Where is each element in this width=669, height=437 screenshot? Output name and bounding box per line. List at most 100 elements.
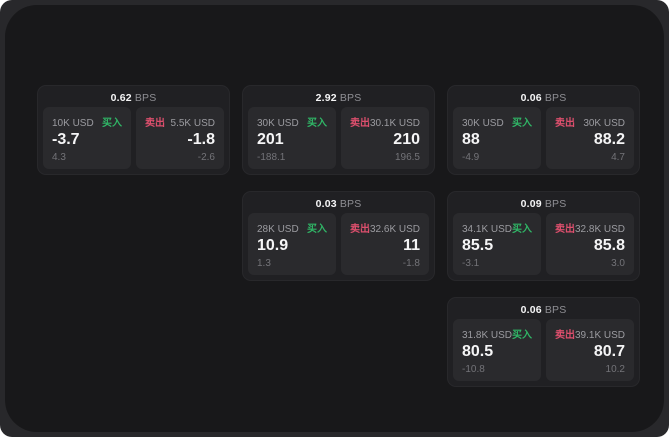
quote-card[interactable]: 0.06 BPS 30K USD 买入 88 -4.9 卖出 30K USD 88… bbox=[447, 85, 640, 175]
buy-panel[interactable]: 31.8K USD 买入 80.5 -10.8 bbox=[453, 319, 541, 381]
buy-sub-value: -188.1 bbox=[257, 151, 286, 163]
sell-price: 210 bbox=[393, 131, 420, 149]
buy-panel[interactable]: 10K USD 买入 -3.7 4.3 bbox=[43, 107, 131, 169]
buy-side-label: 买入 bbox=[307, 118, 327, 129]
sell-panel[interactable]: 卖出 32.8K USD 85.8 3.0 bbox=[546, 213, 634, 275]
buy-side-label: 买入 bbox=[307, 224, 327, 235]
card-header: 0.03 BPS bbox=[248, 196, 429, 213]
sell-panel-top: 卖出 5.5K USD bbox=[145, 114, 215, 129]
quote-card[interactable]: 0.06 BPS 31.8K USD 买入 80.5 -10.8 卖出 39.1K… bbox=[447, 297, 640, 387]
buy-panel[interactable]: 30K USD 买入 88 -4.9 bbox=[453, 107, 541, 169]
buy-price: -3.7 bbox=[52, 131, 80, 149]
sell-panel[interactable]: 卖出 39.1K USD 80.7 10.2 bbox=[546, 319, 634, 381]
card-header: 2.92 BPS bbox=[248, 90, 429, 107]
buy-panel-top: 31.8K USD 买入 bbox=[462, 326, 532, 341]
bps-value: 0.03 bbox=[315, 198, 337, 210]
quote-card[interactable]: 2.92 BPS 30K USD 买入 201 -188.1 卖出 30.1K U… bbox=[242, 85, 435, 175]
buy-panel-top: 34.1K USD 买入 bbox=[462, 220, 532, 235]
sell-price: 80.7 bbox=[593, 343, 625, 361]
bps-value: 2.92 bbox=[315, 92, 337, 104]
quote-panels: 10K USD 买入 -3.7 4.3 卖出 5.5K USD -1.8 -2.… bbox=[43, 107, 224, 169]
sell-panel[interactable]: 卖出 32.6K USD 11 -1.8 bbox=[341, 213, 429, 275]
sell-panel[interactable]: 卖出 30.1K USD 210 196.5 bbox=[341, 107, 429, 169]
sell-price: -1.8 bbox=[187, 131, 215, 149]
buy-sub-value: -4.9 bbox=[462, 151, 480, 163]
quote-card[interactable]: 0.62 BPS 10K USD 买入 -3.7 4.3 卖出 5.5K USD … bbox=[37, 85, 230, 175]
quote-card[interactable]: 0.09 BPS 34.1K USD 买入 85.5 -3.1 卖出 32.8K … bbox=[447, 191, 640, 281]
buy-sub-value: 4.3 bbox=[52, 151, 66, 163]
buy-side-label: 买入 bbox=[512, 224, 533, 235]
buy-panel[interactable]: 28K USD 买入 10.9 1.3 bbox=[248, 213, 336, 275]
sell-sub-value: -1.8 bbox=[402, 257, 420, 269]
quote-panels: 28K USD 买入 10.9 1.3 卖出 32.6K USD 11 -1.8 bbox=[248, 213, 429, 275]
sell-sub-value: 4.7 bbox=[611, 151, 625, 163]
buy-panel-top: 30K USD 买入 bbox=[257, 114, 327, 129]
bps-unit-label: BPS bbox=[544, 198, 567, 210]
buy-notional: 28K USD bbox=[257, 224, 299, 235]
sell-sub-value: 10.2 bbox=[605, 363, 625, 375]
buy-side-label: 买入 bbox=[512, 118, 532, 129]
buy-panel-top: 28K USD 买入 bbox=[257, 220, 327, 235]
sell-notional: 39.1K USD bbox=[575, 330, 626, 341]
sell-panel[interactable]: 卖出 30K USD 88.2 4.7 bbox=[546, 107, 634, 169]
sell-notional: 30K USD bbox=[583, 118, 625, 129]
buy-side-label: 买入 bbox=[102, 118, 122, 129]
sell-panel-top: 卖出 30K USD bbox=[555, 114, 625, 129]
buy-panel[interactable]: 34.1K USD 买入 85.5 -3.1 bbox=[453, 213, 541, 275]
sell-notional: 32.8K USD bbox=[575, 224, 626, 235]
quote-panels: 31.8K USD 买入 80.5 -10.8 卖出 39.1K USD 80.… bbox=[453, 319, 634, 381]
sell-price: 85.8 bbox=[593, 237, 625, 255]
quote-panels: 30K USD 买入 88 -4.9 卖出 30K USD 88.2 4.7 bbox=[453, 107, 634, 169]
buy-price: 85.5 bbox=[462, 237, 494, 255]
buy-sub-value: -3.1 bbox=[462, 257, 480, 269]
sell-price: 88.2 bbox=[593, 131, 625, 149]
buy-sub-value: -10.8 bbox=[462, 363, 485, 375]
buy-panel-top: 30K USD 买入 bbox=[462, 114, 532, 129]
sell-sub-value: 196.5 bbox=[394, 151, 420, 163]
sell-side-label: 卖出 bbox=[350, 118, 370, 129]
quote-panels: 34.1K USD 买入 85.5 -3.1 卖出 32.8K USD 85.8… bbox=[453, 213, 634, 275]
quote-panels: 30K USD 买入 201 -188.1 卖出 30.1K USD 210 1… bbox=[248, 107, 429, 169]
buy-side-label: 买入 bbox=[512, 330, 533, 341]
sell-panel[interactable]: 卖出 5.5K USD -1.8 -2.6 bbox=[136, 107, 224, 169]
bps-value: 0.62 bbox=[110, 92, 132, 104]
sell-panel-top: 卖出 32.6K USD bbox=[350, 220, 420, 235]
bps-value: 0.06 bbox=[520, 304, 542, 316]
bps-unit-label: BPS bbox=[544, 304, 567, 316]
bps-value: 0.09 bbox=[520, 198, 542, 210]
sell-panel-top: 卖出 39.1K USD bbox=[555, 326, 625, 341]
sell-side-label: 卖出 bbox=[555, 330, 575, 341]
sell-notional: 5.5K USD bbox=[170, 118, 215, 129]
sell-side-label: 卖出 bbox=[555, 118, 575, 129]
sell-side-label: 卖出 bbox=[145, 118, 165, 129]
sell-panel-top: 卖出 32.8K USD bbox=[555, 220, 625, 235]
quote-card[interactable]: 0.03 BPS 28K USD 买入 10.9 1.3 卖出 32.6K USD… bbox=[242, 191, 435, 281]
sell-notional: 30.1K USD bbox=[370, 118, 421, 129]
buy-panel[interactable]: 30K USD 买入 201 -188.1 bbox=[248, 107, 336, 169]
buy-panel-top: 10K USD 买入 bbox=[52, 114, 122, 129]
buy-notional: 30K USD bbox=[462, 118, 504, 129]
buy-price: 10.9 bbox=[257, 237, 289, 255]
buy-price: 201 bbox=[257, 131, 284, 149]
bps-value: 0.06 bbox=[520, 92, 542, 104]
sell-sub-value: 3.0 bbox=[611, 257, 625, 269]
buy-notional: 30K USD bbox=[257, 118, 299, 129]
sell-sub-value: -2.6 bbox=[197, 151, 215, 163]
sell-notional: 32.6K USD bbox=[370, 224, 421, 235]
buy-notional: 34.1K USD bbox=[462, 224, 513, 235]
buy-notional: 10K USD bbox=[52, 118, 94, 129]
bps-unit-label: BPS bbox=[134, 92, 157, 104]
buy-price: 80.5 bbox=[462, 343, 494, 361]
buy-notional: 31.8K USD bbox=[462, 330, 513, 341]
buy-sub-value: 1.3 bbox=[257, 257, 271, 269]
sell-side-label: 卖出 bbox=[555, 224, 575, 235]
bps-unit-label: BPS bbox=[339, 198, 362, 210]
card-header: 0.62 BPS bbox=[43, 90, 224, 107]
card-header: 0.09 BPS bbox=[453, 196, 634, 213]
card-header: 0.06 BPS bbox=[453, 302, 634, 319]
bps-unit-label: BPS bbox=[339, 92, 362, 104]
cards-grid: 0.62 BPS 10K USD 买入 -3.7 4.3 卖出 5.5K USD … bbox=[37, 85, 640, 387]
sell-side-label: 卖出 bbox=[350, 224, 370, 235]
card-header: 0.06 BPS bbox=[453, 90, 634, 107]
